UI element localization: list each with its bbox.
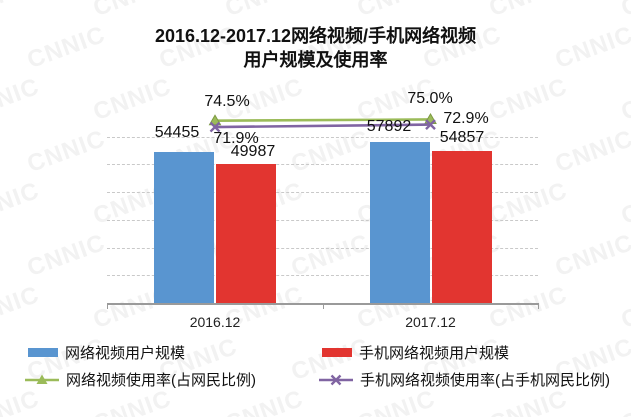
legend-item-mobile-users: 手机网络视频用户规模: [322, 342, 509, 363]
data-label-video-rate-2017: 75.0%: [407, 90, 453, 107]
gridline: [107, 275, 538, 277]
legend-item-video-users: 网络视频用户规模: [28, 342, 185, 363]
legend-label-video-users: 网络视频用户规模: [65, 345, 186, 362]
data-label-mobile-users-2016: 49987: [230, 143, 276, 160]
bar-mobile-users: [216, 164, 276, 303]
chart-title-line1: 2016.12-2017.12网络视频/手机网络视频: [154, 26, 477, 46]
legend-swatch-blue-bar: [28, 348, 58, 357]
x-axis-tick: [322, 303, 324, 309]
chart-title-line2: 用户规模及使用率: [243, 50, 388, 70]
triangle-marker-icon: [208, 114, 222, 126]
legend-marker-green-line-icon: [25, 374, 59, 384]
gridline: [107, 136, 538, 138]
data-label-video-rate-2016: 74.5%: [204, 93, 250, 110]
data-label-video-users-2016: 54455: [154, 124, 200, 141]
legend-marker-purple-line-icon: [319, 374, 353, 385]
legend-label-video-rate: 网络视频使用率(占网民比例): [66, 372, 256, 389]
legend-swatch-red-bar: [322, 348, 352, 357]
legend-item-video-rate: 网络视频使用率(占网民比例): [24, 369, 256, 390]
gridline: [107, 247, 538, 249]
chart-title: 2016.12-2017.12网络视频/手机网络视频 用户规模及使用率: [0, 24, 631, 72]
gridline: [107, 192, 538, 194]
data-label-mobile-rate-2016: 71.9%: [213, 130, 259, 147]
x-axis-label-2016-12: 2016.12: [189, 314, 241, 330]
data-label-mobile-rate-2017: 72.9%: [443, 110, 489, 127]
gridline: [107, 164, 538, 166]
bar-video-users: [369, 142, 430, 303]
data-label-mobile-users-2017: 54857: [439, 129, 485, 146]
x-marker-icon: [209, 121, 221, 133]
gridline: [107, 219, 538, 221]
legend-item-mobile-rate: 手机网络视频使用率(占手机网民比例): [318, 369, 610, 390]
line-video-rate: [214, 118, 431, 122]
legend-label-mobile-users: 手机网络视频用户规模: [359, 345, 510, 362]
data-label-video-users-2017: 57892: [366, 118, 412, 135]
x-axis-tick: [538, 303, 539, 309]
x-axis-label-2017-12: 2017.12: [405, 314, 456, 330]
x-axis-tick: [107, 303, 108, 309]
legend-label-mobile-rate: 手机网络视频使用率(占手机网民比例): [360, 372, 610, 389]
bar-mobile-users: [431, 150, 492, 303]
bar-video-users: [154, 152, 214, 303]
line-mobile-rate: [214, 123, 431, 129]
x-marker-icon: [425, 119, 436, 130]
